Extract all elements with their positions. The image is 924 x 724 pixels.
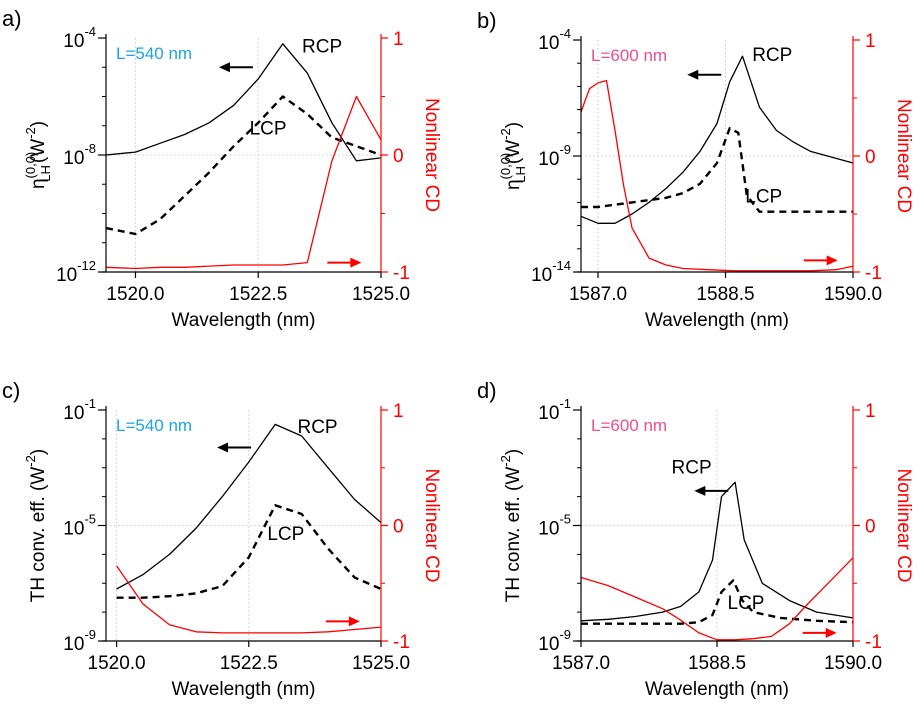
x-tick-label: 1588.5	[696, 284, 754, 305]
right-axis-arrowhead	[350, 257, 362, 268]
x-tick-label: 1520.0	[106, 284, 164, 305]
panel-d: RCP LCP 1587.0 1588.5 1590.0 Wavelength (nm) 1…	[477, 378, 914, 700]
y-tick-label-left: 10-5	[538, 512, 571, 540]
y-axis-label-left: η(0,0)LH(W-2)	[23, 121, 53, 189]
y-tick-label-left: 10-9	[538, 142, 571, 170]
panel-label: a)	[2, 6, 22, 31]
series-line-nonlinear-cd	[116, 565, 382, 634]
y-tick-label-right: -1	[865, 263, 882, 284]
y-tick-label-left: 10-9	[63, 627, 96, 655]
x-tick-label: 1525.0	[352, 653, 410, 674]
series-line-rcp	[105, 43, 382, 162]
y-tick-label-left: 10-1	[63, 396, 96, 424]
y-tick-label-left: 10-14	[531, 258, 571, 286]
series-label-rcp: RCP	[752, 45, 792, 66]
series-line-rcp	[580, 55, 854, 224]
series-line-lcp	[581, 126, 853, 213]
y-axis-label-right: Nonlinear CD	[893, 99, 914, 213]
x-axis-label: Wavelength (nm)	[172, 310, 316, 331]
y-tick-label-right: 0	[865, 147, 876, 168]
y-tick-label-left: 10-4	[538, 26, 571, 54]
series-line-lcp	[116, 504, 382, 599]
panel-label: b)	[477, 8, 497, 33]
y-tick-label-right: -1	[393, 263, 410, 284]
series-label-lcp: LCP	[745, 186, 782, 207]
y-tick-label-left: 10-5	[63, 512, 96, 540]
series-line-lcp	[105, 95, 382, 236]
y-axis-label-left: η(0,0)LH(W-2)	[498, 122, 528, 190]
y-tick-label-left: 10-12	[56, 258, 96, 286]
series-line-lcp	[581, 579, 854, 625]
series-label-rcp: RCP	[302, 37, 342, 58]
x-tick-label: 1522.5	[220, 653, 278, 674]
y-axis-label-left: TH conv. eff. (W-2)	[498, 449, 524, 602]
left-axis-arrowhead	[218, 62, 230, 73]
x-tick-label: 1520.0	[88, 653, 146, 674]
y-axis-label-left: TH conv. eff. (W-2)	[23, 449, 49, 602]
y-tick-label-right: 0	[393, 146, 404, 167]
y-tick-label-right: 1	[865, 31, 876, 52]
series-label-lcp: LCP	[728, 593, 765, 614]
y-tick-label-right: 1	[865, 401, 876, 422]
panel-b: RCP LCP 1587.0 1588.5 1590.0 Wavelength (nm) 1…	[477, 8, 914, 331]
x-tick-label: 1590.0	[824, 653, 882, 674]
x-tick-label: 1522.5	[229, 284, 287, 305]
annotation-length: L=540 nm	[116, 416, 192, 435]
y-tick-label-left: 10-1	[538, 396, 571, 424]
x-axis-label: Wavelength (nm)	[645, 310, 789, 331]
series-label-lcp: LCP	[267, 524, 304, 545]
y-axis-label-right: Nonlinear CD	[893, 468, 914, 582]
y-axis-label-right: Nonlinear CD	[421, 98, 442, 212]
series-line-nonlinear-cd	[105, 95, 382, 270]
left-axis-arrowhead	[694, 485, 706, 496]
y-tick-label-right: -1	[393, 632, 410, 653]
left-axis-arrowhead	[217, 442, 229, 453]
y-tick-label-left: 10-8	[63, 141, 96, 169]
x-tick-label: 1588.5	[688, 653, 746, 674]
y-tick-label-right: 1	[393, 29, 404, 50]
right-axis-arrowhead	[826, 255, 838, 266]
annotation-length: L=540 nm	[116, 44, 192, 63]
panel-a: RCP LCP 1520.0 1522.5 1525.0 Wavelength (nm) 1…	[2, 6, 442, 331]
series-line-nonlinear-cd	[580, 557, 854, 641]
x-tick-label: 1525.0	[352, 284, 410, 305]
series-line-nonlinear-cd	[580, 79, 854, 272]
x-tick-label: 1590.0	[824, 284, 882, 305]
y-tick-label-left: 10-4	[63, 24, 96, 52]
right-axis-arrowhead	[348, 616, 360, 627]
series-label-rcp: RCP	[672, 458, 712, 479]
right-axis-arrowhead	[825, 627, 837, 638]
y-tick-label-right: 0	[393, 517, 404, 538]
annotation-length: L=600 nm	[591, 416, 667, 435]
series-line-rcp	[116, 423, 382, 590]
y-tick-label-left: 10-9	[538, 627, 571, 655]
y-tick-label-right: 0	[865, 517, 876, 538]
x-tick-label: 1587.0	[552, 653, 610, 674]
y-tick-label-right: -1	[865, 632, 882, 653]
x-tick-label: 1587.0	[569, 284, 627, 305]
y-tick-label-right: 1	[393, 401, 404, 422]
series-line-rcp	[580, 481, 854, 622]
series-label-lcp: LCP	[250, 119, 287, 140]
left-axis-arrowhead	[687, 69, 699, 80]
annotation-length: L=600 nm	[591, 46, 667, 65]
series-label-rcp: RCP	[297, 417, 337, 438]
panel-label: d)	[477, 378, 497, 403]
x-axis-label: Wavelength (nm)	[645, 679, 789, 700]
x-axis-label: Wavelength (nm)	[172, 679, 316, 700]
y-axis-label-right: Nonlinear CD	[421, 468, 442, 582]
panel-label: c)	[2, 378, 20, 403]
panel-c: RCP LCP 1520.0 1522.5 1525.0 Wavelength (nm) 1…	[2, 378, 442, 700]
